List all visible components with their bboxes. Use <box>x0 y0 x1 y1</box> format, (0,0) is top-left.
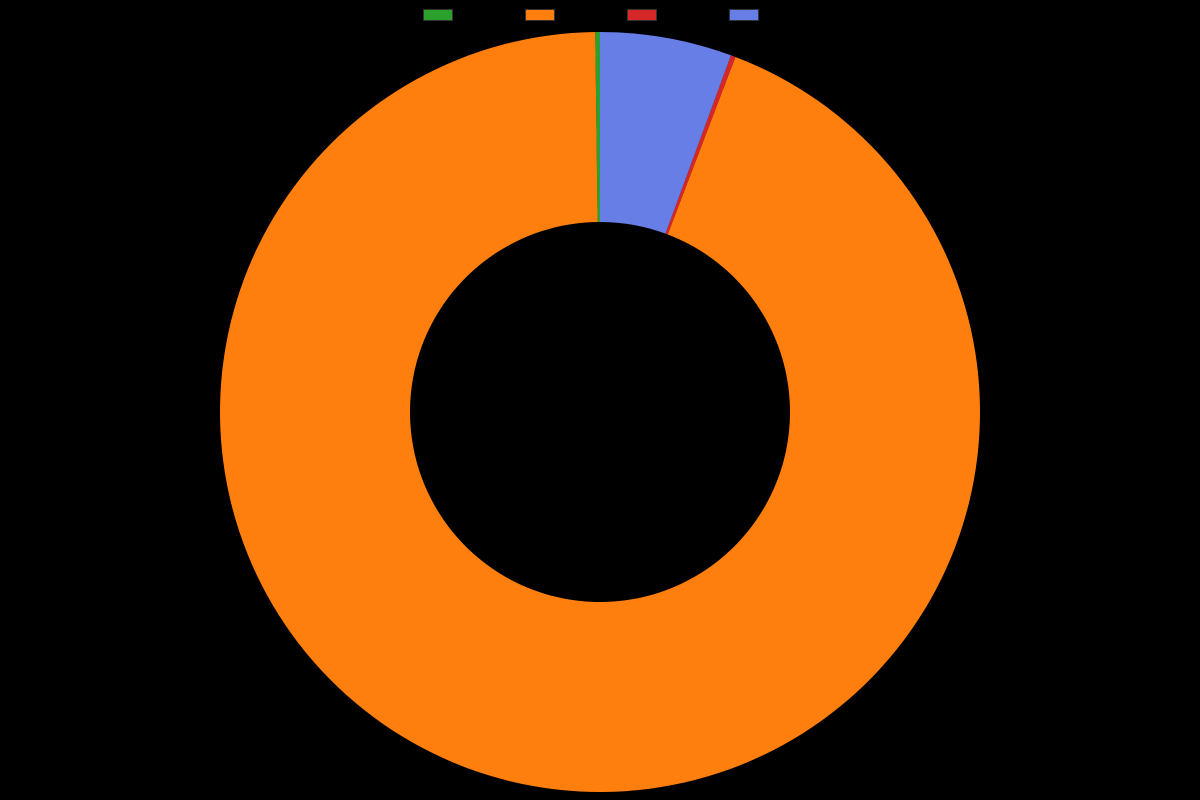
legend-item-0 <box>423 9 471 21</box>
donut-slices <box>220 32 980 792</box>
legend-item-2 <box>627 9 675 21</box>
legend-swatch-2 <box>627 9 657 21</box>
legend-swatch-3 <box>729 9 759 21</box>
legend-item-1 <box>525 9 573 21</box>
legend-swatch-1 <box>525 9 555 21</box>
donut-svg <box>0 24 1200 800</box>
legend <box>0 0 1200 24</box>
legend-swatch-0 <box>423 9 453 21</box>
donut-chart <box>0 24 1200 800</box>
legend-item-3 <box>729 9 777 21</box>
